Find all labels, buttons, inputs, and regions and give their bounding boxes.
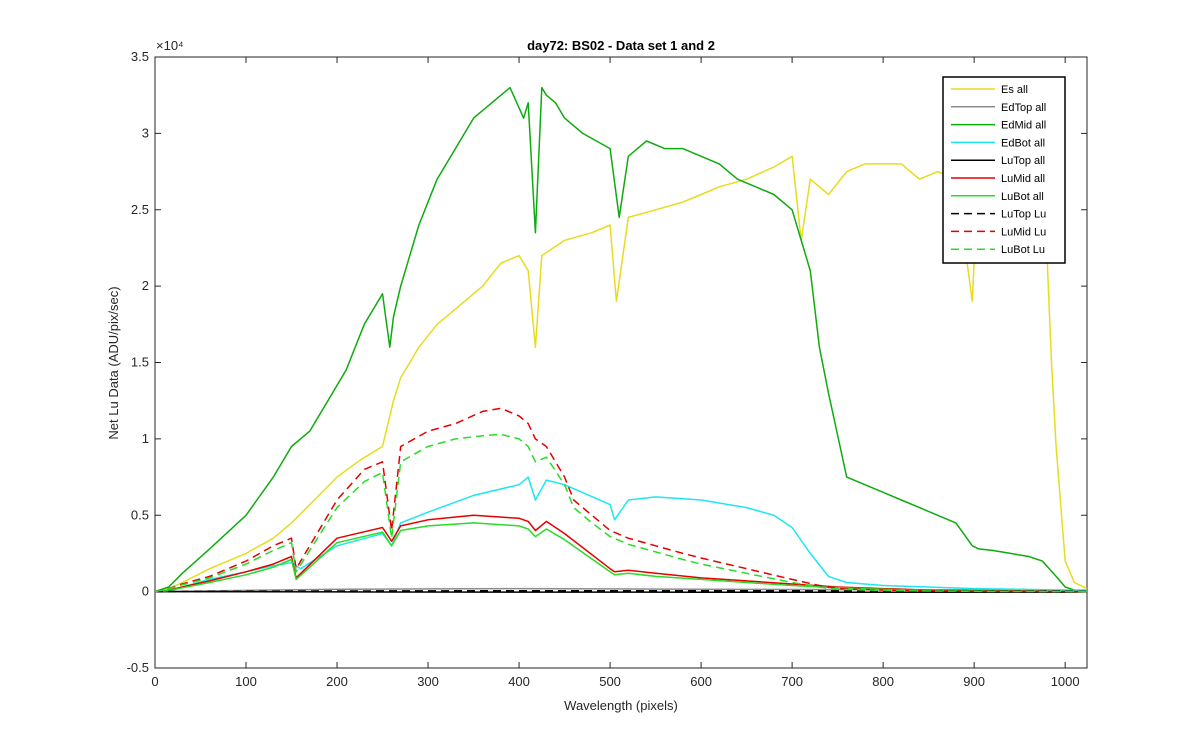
- legend-label-2: EdMid all: [1001, 120, 1046, 132]
- y-tick-label: -0.5: [127, 660, 149, 675]
- plot-area: 0 100 200 300 400 500 600 700 800 900 1000-0.500.5…: [127, 49, 1088, 689]
- series-line-1: [155, 587, 1087, 593]
- y-tick-label: 0: [142, 584, 149, 599]
- x-tick-label: 900: [963, 674, 985, 689]
- series-line-2: [155, 86, 1087, 593]
- legend-label-4: LuTop all: [1001, 155, 1045, 167]
- x-tick-label: 100: [235, 674, 257, 689]
- x-axis-label: Wavelength (pixels): [564, 698, 678, 713]
- chart-legend: Es all EdTop all EdMid all EdBot all LuTop a…: [942, 76, 1066, 264]
- series-line-5: [155, 514, 1087, 593]
- y-tick-label: 1: [142, 431, 149, 446]
- y-tick-label: 1.5: [131, 355, 149, 370]
- legend-label-6: LuBot all: [1001, 191, 1044, 203]
- legend-label-0: Es all: [1001, 84, 1028, 96]
- y-tick-label: 3: [142, 125, 149, 140]
- y-tick-label: 3.5: [131, 49, 149, 64]
- y-tick-label: 2.5: [131, 202, 149, 217]
- x-tick-label: 500: [599, 674, 621, 689]
- legend-box: [942, 76, 1066, 264]
- legend-label-8: LuMid Lu: [1001, 226, 1046, 238]
- x-tick-label: 600: [690, 674, 712, 689]
- x-tick-label: 0: [151, 674, 158, 689]
- legend-label-5: LuMid all: [1001, 173, 1045, 185]
- y-tick-label: 2: [142, 278, 149, 293]
- legend-label-9: LuBot Lu: [1001, 244, 1045, 256]
- x-tick-label: 800: [872, 674, 894, 689]
- series-line-4: [155, 590, 1087, 593]
- x-tick-label: 400: [508, 674, 530, 689]
- y-exponent-label: ×10⁴: [156, 38, 184, 53]
- x-tick-label: 1000: [1051, 674, 1080, 689]
- y-axis-label: Net Lu Data (ADU/pix/sec): [106, 286, 121, 439]
- chart-title: day72: BS02 - Data set 1 and 2: [527, 38, 715, 53]
- series-line-3: [155, 476, 1087, 593]
- legend-label-1: EdTop all: [1001, 102, 1046, 114]
- y-tick-label: 0.5: [131, 507, 149, 522]
- x-tick-label: 300: [417, 674, 439, 689]
- legend-label-3: EdBot all: [1001, 137, 1045, 149]
- x-tick-label: 200: [326, 674, 348, 689]
- series-line-8: [155, 407, 1087, 593]
- series-group: [155, 86, 1087, 593]
- series-line-9: [155, 433, 1087, 593]
- legend-label-7: LuTop Lu: [1001, 209, 1046, 221]
- x-tick-label: 700: [781, 674, 803, 689]
